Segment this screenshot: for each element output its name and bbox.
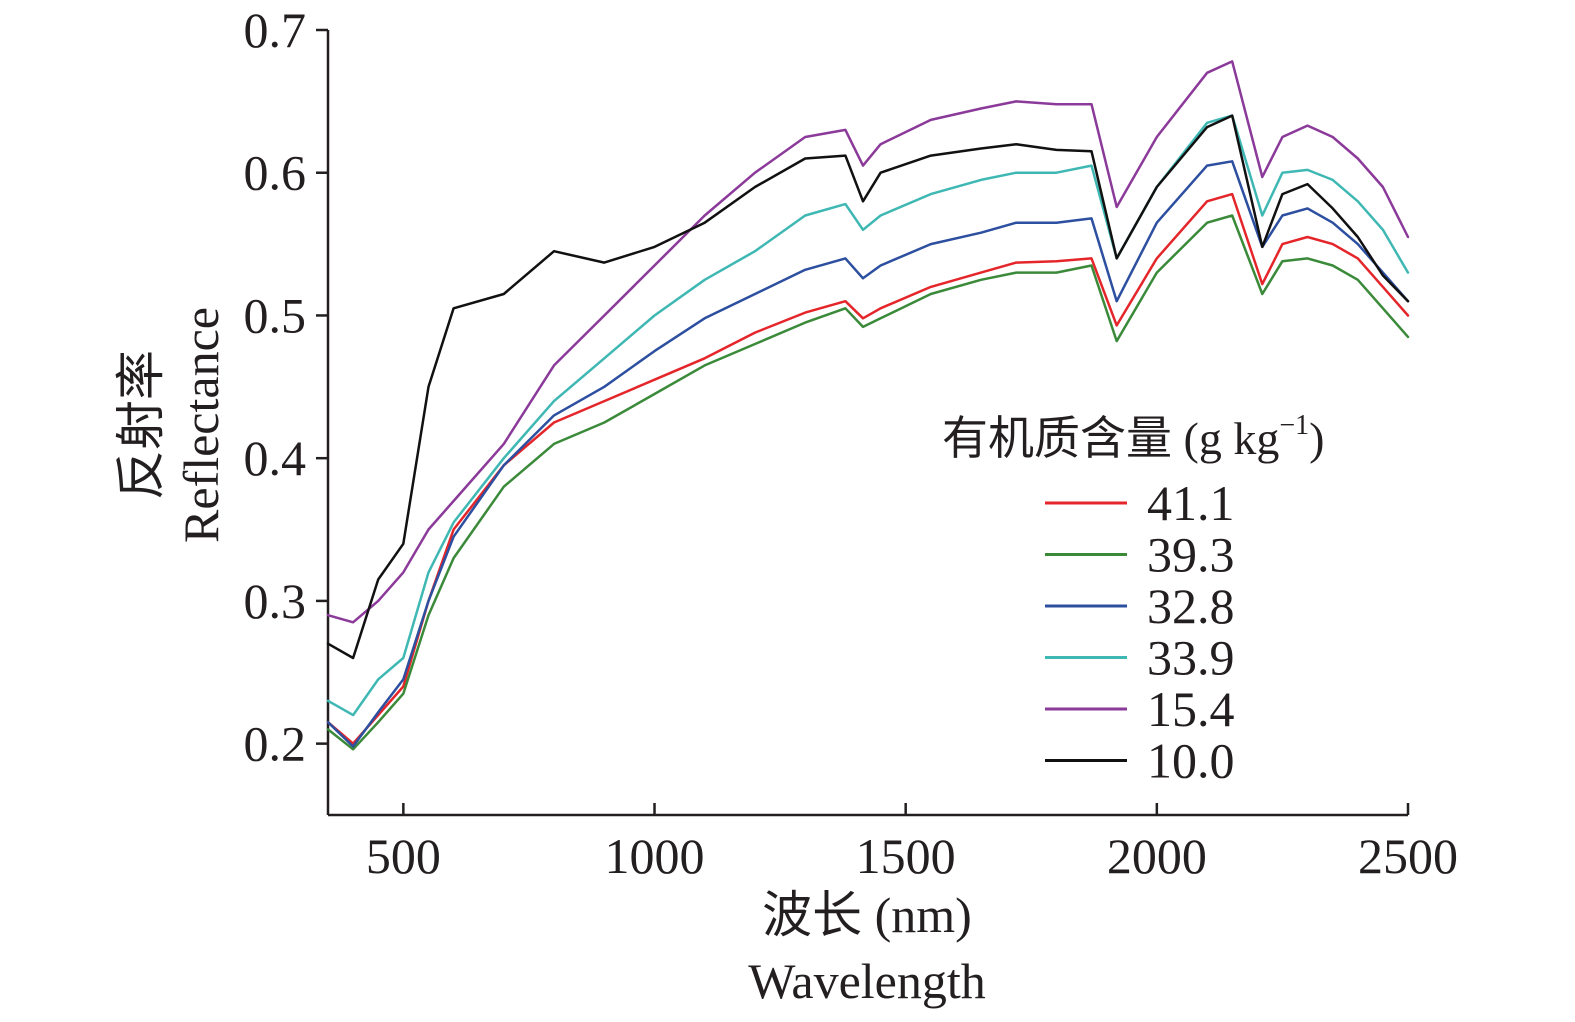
legend-label: 32.8 [1147,578,1235,634]
series-line-41-1 [326,192,1410,745]
y-axis-title-en: Reflectance [173,307,229,543]
x-tick-label: 500 [366,828,441,884]
x-axis-title-en: Wavelength [748,953,986,1009]
legend-label: 15.4 [1147,681,1235,737]
x-tick-label: 1000 [605,828,705,884]
series-line-39-3 [326,214,1410,751]
legend-label: 10.0 [1147,733,1235,789]
legend: 有机质含量 (g kg−1) 41.139.332.833.915.410.0 [942,410,1324,789]
y-tick-label: 0.7 [244,2,307,58]
series-line-32-8 [326,160,1410,748]
y-tick-label: 0.2 [244,716,307,772]
plot-series [326,60,1410,751]
y-axis-title: 反射率 [113,350,169,500]
x-tick-label: 2500 [1358,828,1458,884]
y-tick-label: 0.4 [244,430,307,486]
x-tick-label: 1500 [856,828,956,884]
y-tick-label: 0.3 [244,573,307,629]
x-axis-title: 波长 (nm) [762,887,972,943]
x-tick-label: 2000 [1107,828,1207,884]
x-ticks: 500 1000 1500 2000 2500 [366,803,1458,884]
y-tick-label: 0.6 [244,145,307,201]
series-line-10-0 [326,114,1410,660]
legend-label: 33.9 [1147,630,1235,686]
y-tick-label: 0.5 [244,287,307,343]
series-line-15-4 [326,60,1410,624]
legend-items: 41.139.332.833.915.410.0 [1045,475,1235,789]
series-line-33-9 [326,114,1410,717]
y-ticks: 0.2 0.3 0.4 0.5 0.6 0.7 [244,2,328,772]
legend-title: 有机质含量 (g kg−1) [942,410,1324,464]
legend-label: 39.3 [1147,527,1235,583]
legend-label: 41.1 [1147,475,1235,531]
axes [326,30,1408,817]
